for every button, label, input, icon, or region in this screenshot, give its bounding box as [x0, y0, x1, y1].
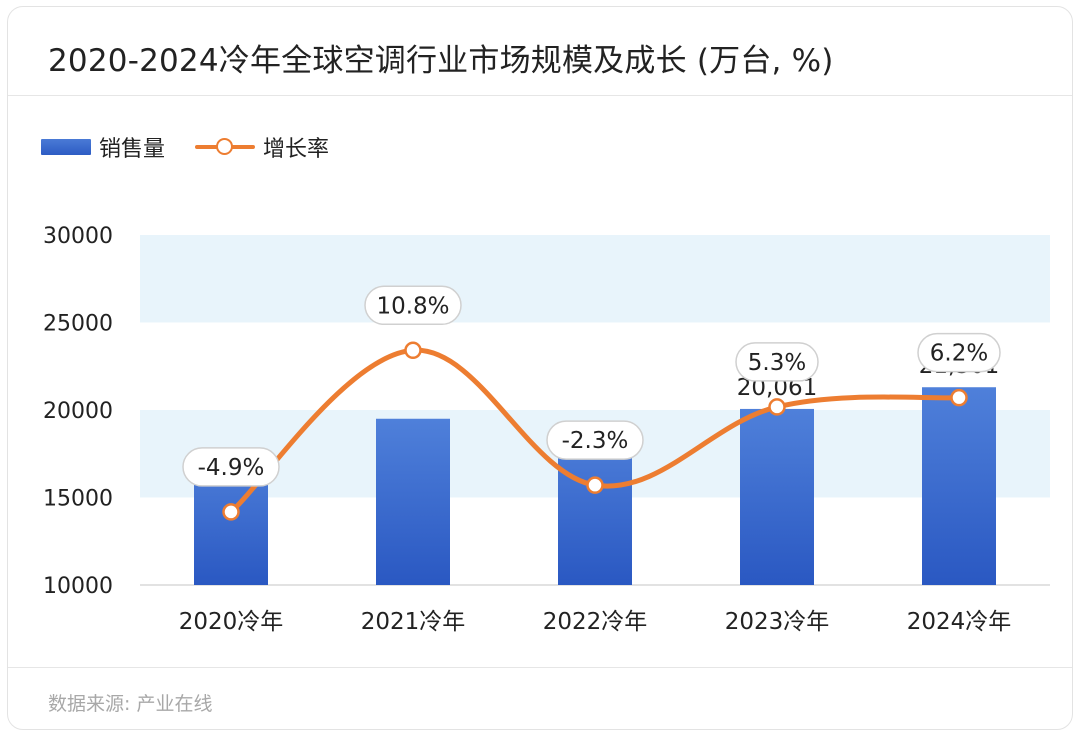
growth-point: [950, 388, 968, 407]
growth-label-pill: [364, 285, 462, 326]
source-note: 数据来源: 产业在线: [48, 693, 213, 715]
legend-item-growth: 增长率: [195, 131, 329, 163]
bar-2021冷年: [376, 418, 450, 585]
growth-point: [222, 503, 240, 521]
legend: 销售量 增长率: [41, 131, 359, 163]
growth-point: [586, 476, 604, 494]
y-tick-label: 10000: [43, 574, 113, 599]
growth-data-label: -4.9%: [198, 455, 265, 481]
y-tick-label: 20000: [43, 399, 113, 424]
x-tick-label: 2024冷年: [907, 609, 1012, 635]
y-tick-label: 15000: [43, 487, 113, 512]
growth-label-pill: [735, 342, 819, 382]
growth-label-pill: [546, 420, 644, 460]
legend-item-sales: 销售量: [41, 131, 165, 163]
legend-line-swatch: [195, 138, 256, 156]
growth-label-pill: [182, 447, 280, 487]
legend-bar-swatch: [41, 139, 91, 155]
legend-label-sales: 销售量: [99, 137, 166, 162]
footer-divider: [8, 667, 1072, 668]
chart-card: 2020-2024冷年全球空调行业市场规模及成长 (万台, %) 销售量 增长率…: [7, 6, 1073, 730]
title-divider: [8, 95, 1072, 96]
growth-point: [768, 398, 786, 416]
y-tick-label: 25000: [43, 312, 113, 337]
y-tick-label: 30000: [43, 224, 113, 249]
growth-data-label: 5.3%: [748, 350, 806, 376]
growth-data-label: 10.8%: [376, 293, 449, 319]
x-tick-label: 2022冷年: [543, 609, 648, 635]
growth-data-label: -2.3%: [562, 428, 629, 454]
growth-rate-line: [228, 347, 962, 515]
band-25000-30000: [140, 235, 1050, 323]
growth-data-label: 6.2%: [930, 341, 988, 367]
growth-point: [404, 341, 422, 360]
growth-label-pill: [917, 332, 1001, 373]
legend-label-growth: 增长率: [263, 137, 330, 162]
x-tick-label: 2020冷年: [179, 609, 284, 635]
bar-2024冷年: [922, 387, 996, 585]
bar-2023冷年: [740, 408, 814, 585]
x-tick-label: 2021冷年: [361, 609, 466, 635]
x-tick-label: 2023冷年: [725, 609, 830, 635]
chart-title: 2020-2024冷年全球空调行业市场规模及成长 (万台, %): [48, 43, 834, 79]
